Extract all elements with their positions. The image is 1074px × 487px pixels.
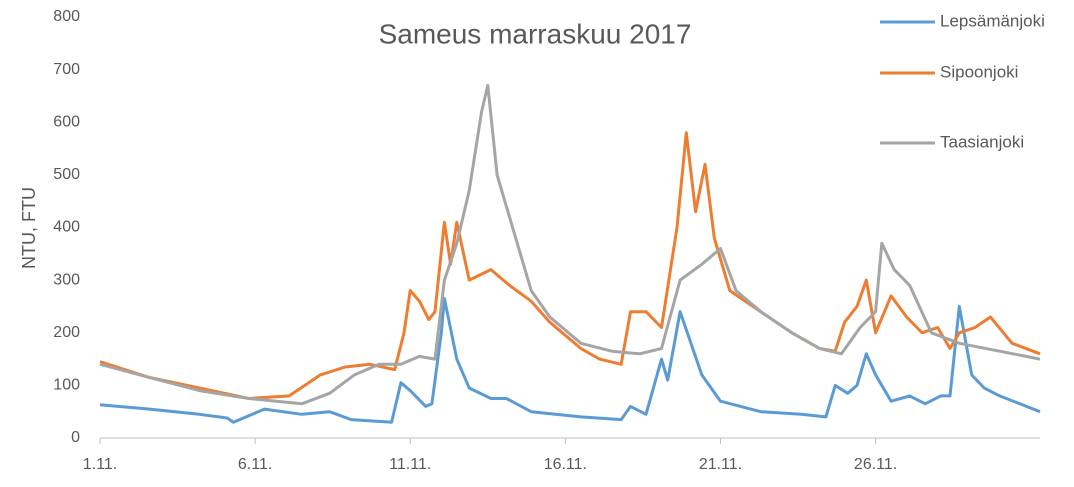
legend-label: Lepsämänjoki: [940, 11, 1045, 30]
y-axis-label: NTU, FTU: [19, 187, 39, 269]
y-tick-label: 0: [71, 429, 80, 446]
y-tick-label: 800: [53, 8, 80, 25]
x-tick-label: 26.11.: [854, 456, 897, 473]
y-tick-label: 500: [53, 166, 80, 183]
x-tick-label: 11.11.: [389, 456, 431, 473]
series-line: [99, 131, 1041, 400]
y-tick-label: 700: [53, 61, 80, 78]
x-tick-label: 21.11.: [699, 456, 742, 473]
x-tick-label: 6.11.: [238, 456, 272, 473]
y-tick-label: 200: [53, 324, 80, 341]
y-tick-label: 400: [53, 219, 80, 236]
x-tick-label: 1.11.: [83, 456, 117, 473]
y-tick-label: 600: [53, 113, 80, 130]
y-tick-label: 300: [53, 271, 80, 288]
y-tick-label: 100: [53, 377, 80, 394]
x-tick-label: 16.11.: [544, 456, 587, 473]
chart-title: Sameus marraskuu 2017: [379, 18, 692, 49]
legend-label: Taasianjoki: [940, 132, 1024, 151]
series-line: [99, 83, 1041, 406]
legend-label: Sipoonjoki: [940, 62, 1018, 81]
series-line: [99, 297, 1041, 424]
